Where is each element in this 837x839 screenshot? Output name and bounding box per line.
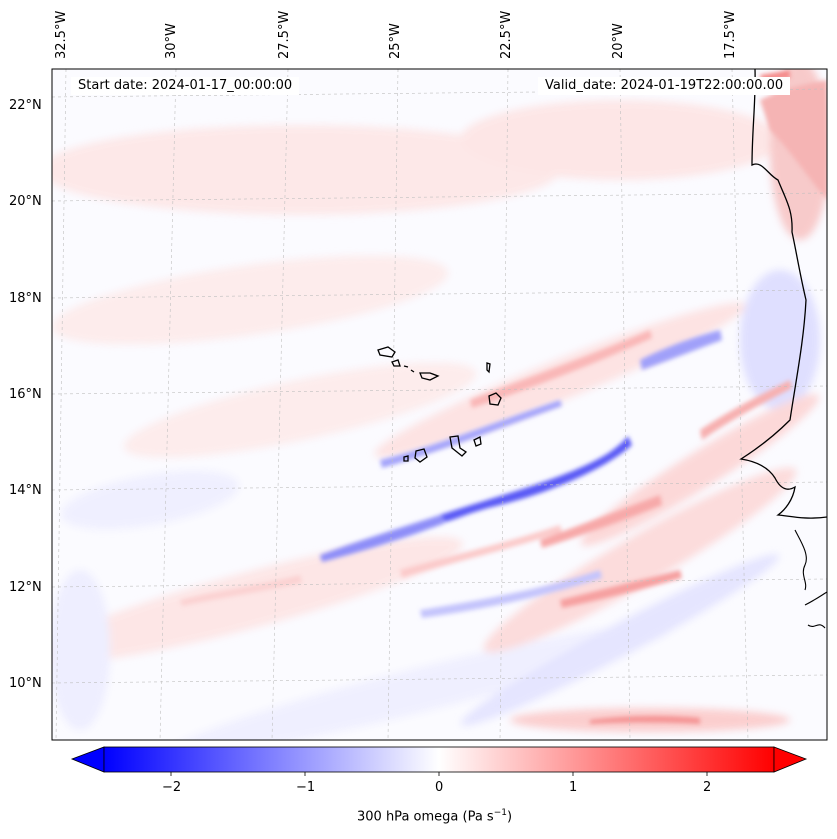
- lat-label-18n: 18°N: [9, 291, 42, 306]
- lat-label-14n: 14°N: [9, 483, 42, 498]
- lat-label-20n: 20°N: [9, 194, 42, 209]
- lat-label-22n: 22°N: [9, 98, 42, 113]
- colorbar: [70, 746, 808, 776]
- colorbar-tick-label-neg1: −1: [296, 780, 316, 795]
- lat-label-16n: 16°N: [9, 387, 42, 402]
- colorbar-tick-label-neg2: −2: [162, 780, 182, 795]
- omega-field-streaks: [180, 70, 827, 724]
- coastline-africa: [739, 69, 827, 519]
- start-date-label: Start date: 2024-01-17_00:00:00: [71, 77, 300, 95]
- map-frame: [51, 68, 828, 741]
- map-gridlines: [52, 69, 827, 740]
- lat-label-10n: 10°N: [9, 676, 42, 691]
- colorbar-tick-label-1: 1: [569, 780, 578, 795]
- coastline-guinea: [794, 529, 827, 629]
- colorbar-tick-label-2: 2: [703, 780, 712, 795]
- colorbar-tick-label-0: 0: [435, 780, 444, 795]
- lat-label-12n: 12°N: [9, 580, 42, 595]
- valid-date-label: Valid_date: 2024-01-19T22:00:00.00: [538, 77, 791, 95]
- colorbar-extend-max: [773, 746, 808, 773]
- colorbar-extend-min: [70, 746, 105, 773]
- cape-verde-islands: [377, 346, 502, 463]
- colorbar-gradient: [103, 746, 775, 773]
- colorbar-label: 300 hPa omega (Pa s−1): [357, 808, 513, 825]
